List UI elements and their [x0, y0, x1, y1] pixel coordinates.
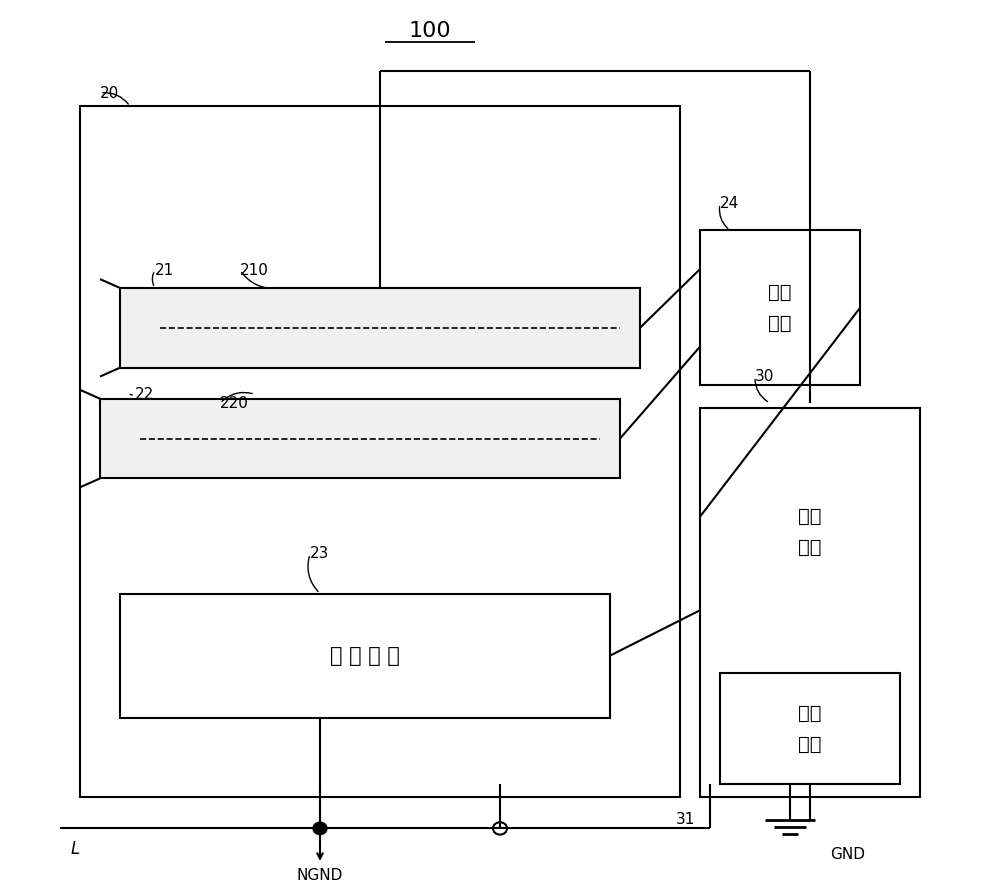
- Text: L: L: [70, 840, 80, 858]
- Text: 24: 24: [720, 197, 739, 211]
- Text: 调制
电路: 调制 电路: [798, 703, 822, 754]
- Bar: [120, 288, 640, 368]
- Text: GND: GND: [830, 848, 865, 862]
- Text: 传 感 电 路: 传 感 电 路: [330, 646, 400, 665]
- Bar: [120, 594, 610, 718]
- Text: 20: 20: [100, 86, 119, 100]
- Bar: [700, 408, 920, 797]
- Text: 100: 100: [409, 21, 451, 41]
- Text: 210: 210: [240, 263, 269, 277]
- Text: 30: 30: [755, 369, 774, 384]
- Text: 补偿
电路: 补偿 电路: [768, 283, 792, 333]
- Text: 220: 220: [220, 396, 249, 410]
- Bar: [720, 673, 900, 784]
- Text: 控制
电路: 控制 电路: [798, 507, 822, 556]
- Circle shape: [313, 822, 327, 835]
- Text: 21: 21: [155, 263, 174, 277]
- Bar: [100, 399, 620, 478]
- Text: 31: 31: [676, 812, 695, 827]
- Text: 23: 23: [310, 547, 329, 561]
- Bar: [700, 230, 860, 385]
- Text: 22: 22: [135, 387, 154, 401]
- Text: NGND: NGND: [297, 868, 343, 882]
- Bar: [80, 106, 680, 797]
